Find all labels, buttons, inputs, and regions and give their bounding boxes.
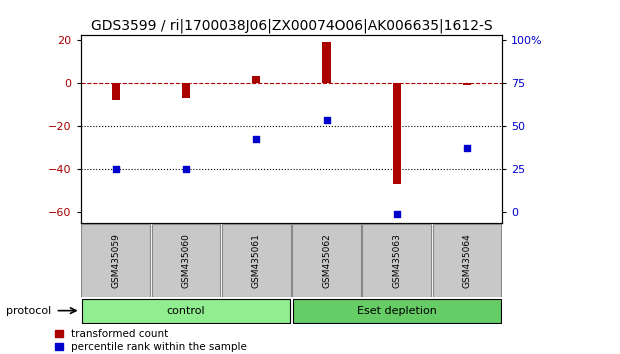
FancyBboxPatch shape — [433, 224, 502, 297]
Bar — [463, 83, 471, 85]
Text: protocol: protocol — [6, 306, 51, 316]
Text: GSM435062: GSM435062 — [322, 233, 331, 287]
Point — [462, 145, 472, 150]
Text: GSM435061: GSM435061 — [252, 233, 261, 288]
Point — [111, 166, 121, 172]
FancyBboxPatch shape — [293, 299, 501, 322]
Title: GDS3599 / ri|1700038J06|ZX00074O06|AK006635|1612-S: GDS3599 / ri|1700038J06|ZX00074O06|AK006… — [91, 19, 492, 33]
Point — [322, 117, 332, 122]
Text: GSM435059: GSM435059 — [111, 233, 120, 288]
FancyBboxPatch shape — [292, 224, 361, 297]
Legend: transformed count, percentile rank within the sample: transformed count, percentile rank withi… — [51, 325, 252, 354]
Point — [251, 136, 261, 142]
Bar — [112, 83, 120, 100]
FancyBboxPatch shape — [222, 224, 291, 297]
Text: GSM435060: GSM435060 — [182, 233, 190, 288]
Bar — [322, 42, 330, 83]
FancyBboxPatch shape — [82, 299, 290, 322]
Bar — [392, 83, 401, 184]
Text: GSM435064: GSM435064 — [463, 233, 472, 287]
Bar — [182, 83, 190, 98]
FancyBboxPatch shape — [151, 224, 221, 297]
Bar — [252, 76, 260, 83]
Text: Eset depletion: Eset depletion — [357, 306, 436, 316]
Point — [392, 212, 402, 217]
FancyBboxPatch shape — [362, 224, 432, 297]
Point — [181, 166, 191, 172]
Text: GSM435063: GSM435063 — [392, 233, 401, 288]
Text: control: control — [167, 306, 205, 316]
FancyBboxPatch shape — [81, 224, 150, 297]
